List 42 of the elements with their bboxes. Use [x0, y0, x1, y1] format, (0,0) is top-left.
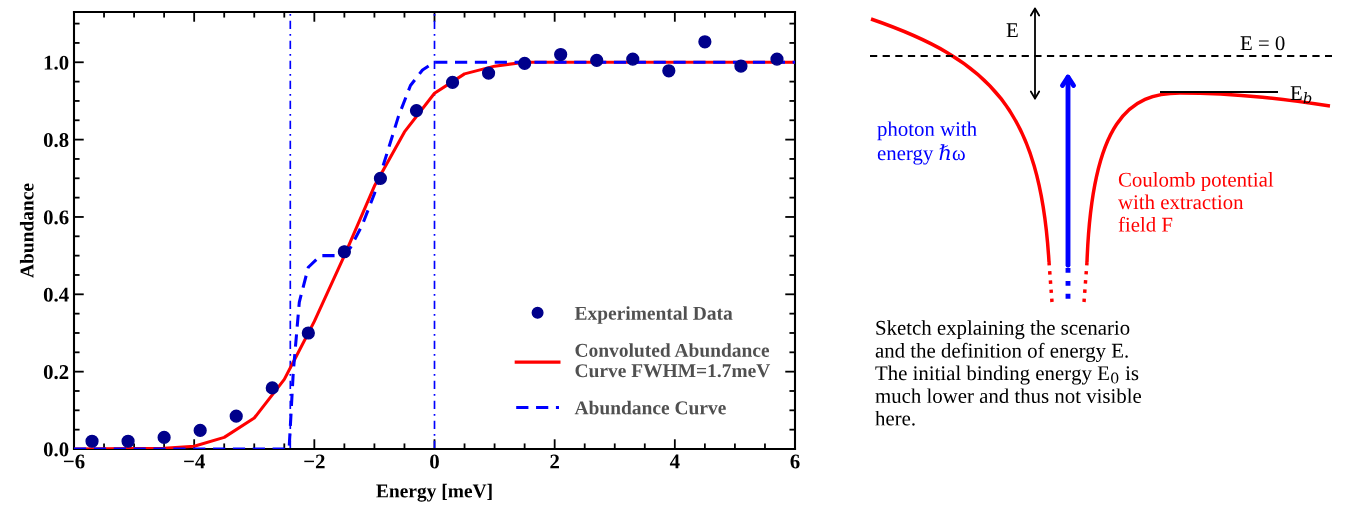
- point: [337, 245, 351, 259]
- x-tick-label: 6: [790, 454, 800, 469]
- point: [157, 430, 171, 444]
- point: [554, 47, 568, 62]
- point: [734, 59, 748, 73]
- text: Sketch explaining the scenario and the definition of energy E. The initial binding energy E$_{0}$ is much lower and thus not visible here.: [875, 320, 1142, 426]
- point: [193, 423, 207, 438]
- y-tick-label: 0.6: [43, 210, 69, 225]
- point: [229, 409, 243, 423]
- point: [85, 434, 99, 448]
- text: E$_{b}$: [1290, 86, 1312, 104]
- y-axis-title: Abundance: [19, 183, 34, 278]
- y-tick-label: 0.4: [43, 287, 69, 302]
- text: E = 0: [1240, 36, 1285, 51]
- point: [409, 104, 424, 118]
- point: [770, 52, 784, 66]
- point: [518, 56, 532, 71]
- point: [662, 64, 676, 78]
- x-tick-label: −4: [184, 454, 205, 469]
- x-axis-title: Energy [meV]: [376, 483, 492, 502]
- point: [626, 52, 640, 66]
- point: [698, 35, 712, 49]
- x-tick-label: −2: [304, 454, 325, 469]
- legend-label: Abundance Curve: [574, 400, 726, 415]
- point: [301, 326, 315, 340]
- y-tick-label: 0.8: [43, 132, 69, 148]
- x-tick-label: 2: [550, 454, 559, 469]
- point: [373, 171, 388, 185]
- text: photon with energy ℏω: [877, 121, 977, 165]
- point: [590, 53, 604, 67]
- x-tick-label: 4: [669, 454, 680, 469]
- legend-label: Experimental Data: [574, 306, 733, 324]
- point: [121, 434, 135, 448]
- point: [445, 75, 460, 89]
- y-tick-label: 0.2: [43, 365, 69, 380]
- point: [481, 66, 496, 80]
- legend-label: Convoluted Abundance Curve FWHM=1.7meV: [575, 343, 771, 378]
- y-tick-label: 1.0: [44, 55, 69, 70]
- text: E: [1006, 23, 1018, 38]
- point: [265, 381, 279, 395]
- text: Coulomb potential with extraction field F: [1118, 172, 1274, 232]
- x-tick-label: 0: [430, 454, 439, 469]
